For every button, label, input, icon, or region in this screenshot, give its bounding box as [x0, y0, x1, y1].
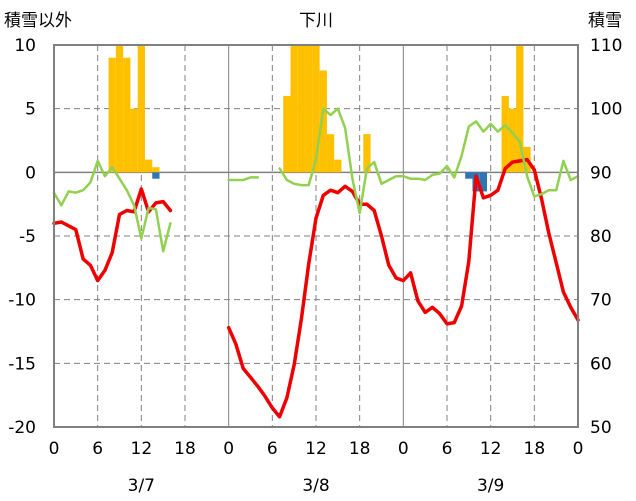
x-tick-label: 18	[524, 439, 546, 459]
right-tick-label: 70	[590, 291, 612, 311]
left-tick-label: -15	[8, 354, 36, 374]
x-tick-label: 0	[49, 439, 60, 459]
snowfall-bar	[326, 134, 335, 173]
day-label: 3/7	[128, 476, 155, 496]
x-tick-label: 0	[573, 439, 584, 459]
x-tick-label: 12	[480, 439, 502, 459]
x-tick-label: 12	[131, 439, 153, 459]
left-tick-label: -5	[19, 227, 36, 247]
right-tick-label: 60	[590, 354, 612, 374]
snowfall-bar	[283, 95, 291, 173]
chart-title: 下川	[299, 11, 333, 31]
x-tick-label: 18	[174, 439, 196, 459]
right-tick-label: 80	[590, 227, 612, 247]
day-label: 3/9	[477, 476, 504, 496]
right-tick-label: 90	[590, 163, 612, 183]
x-tick-label: 6	[92, 439, 103, 459]
right-tick-label: 50	[590, 418, 612, 438]
snowfall-bar	[290, 45, 298, 173]
right-tick-label: 110	[590, 36, 622, 56]
left-tick-label: 5	[25, 100, 36, 120]
snowfall-bar	[297, 45, 306, 173]
snowfall-bar	[312, 45, 320, 173]
wind-line-2	[278, 107, 580, 215]
right-tick-label: 100	[590, 100, 622, 120]
snowfall-bar	[108, 57, 116, 173]
x-tick-label: 0	[223, 439, 234, 459]
right-axis-title: 積雪	[588, 11, 622, 31]
snowfall-bar	[130, 108, 138, 173]
bar-series	[108, 45, 531, 192]
snowfall-bar	[508, 108, 517, 173]
precipitation_negative-bar	[479, 172, 488, 192]
wind-line-1	[227, 176, 260, 182]
x-tick-label: 18	[349, 439, 371, 459]
left-tick-label: -10	[8, 291, 36, 311]
x-tick-label: 0	[398, 439, 409, 459]
wind-line-0	[52, 159, 172, 253]
precipitation_negative-bar	[465, 172, 473, 179]
left-tick-label: 10	[14, 36, 36, 56]
snowfall-bar	[305, 45, 313, 173]
temperature-line-0	[52, 187, 173, 283]
left-tick-label: 0	[25, 163, 36, 183]
line-series	[52, 107, 580, 419]
snowfall-bar	[334, 159, 342, 173]
snowfall-bar	[516, 45, 524, 173]
precipitation_negative-bar	[152, 172, 160, 179]
temperature-line-1	[226, 157, 580, 419]
snowfall-bar	[363, 134, 371, 173]
snowfall-bar	[115, 45, 124, 173]
snowfall-bar	[144, 159, 153, 173]
plot-frame	[53, 44, 579, 428]
x-tick-label: 12	[305, 439, 327, 459]
snowfall-bar	[501, 95, 509, 173]
left-axis-title: 積雪以外	[4, 11, 72, 31]
x-tick-label: 6	[267, 439, 278, 459]
snowfall-bar	[319, 70, 327, 173]
snowfall-bar	[123, 57, 131, 173]
snowfall-bar	[137, 45, 145, 173]
x-tick-label: 6	[442, 439, 453, 459]
day-label: 3/8	[302, 476, 329, 496]
left-tick-label: -20	[8, 418, 36, 438]
snowfall-bar	[152, 167, 160, 173]
